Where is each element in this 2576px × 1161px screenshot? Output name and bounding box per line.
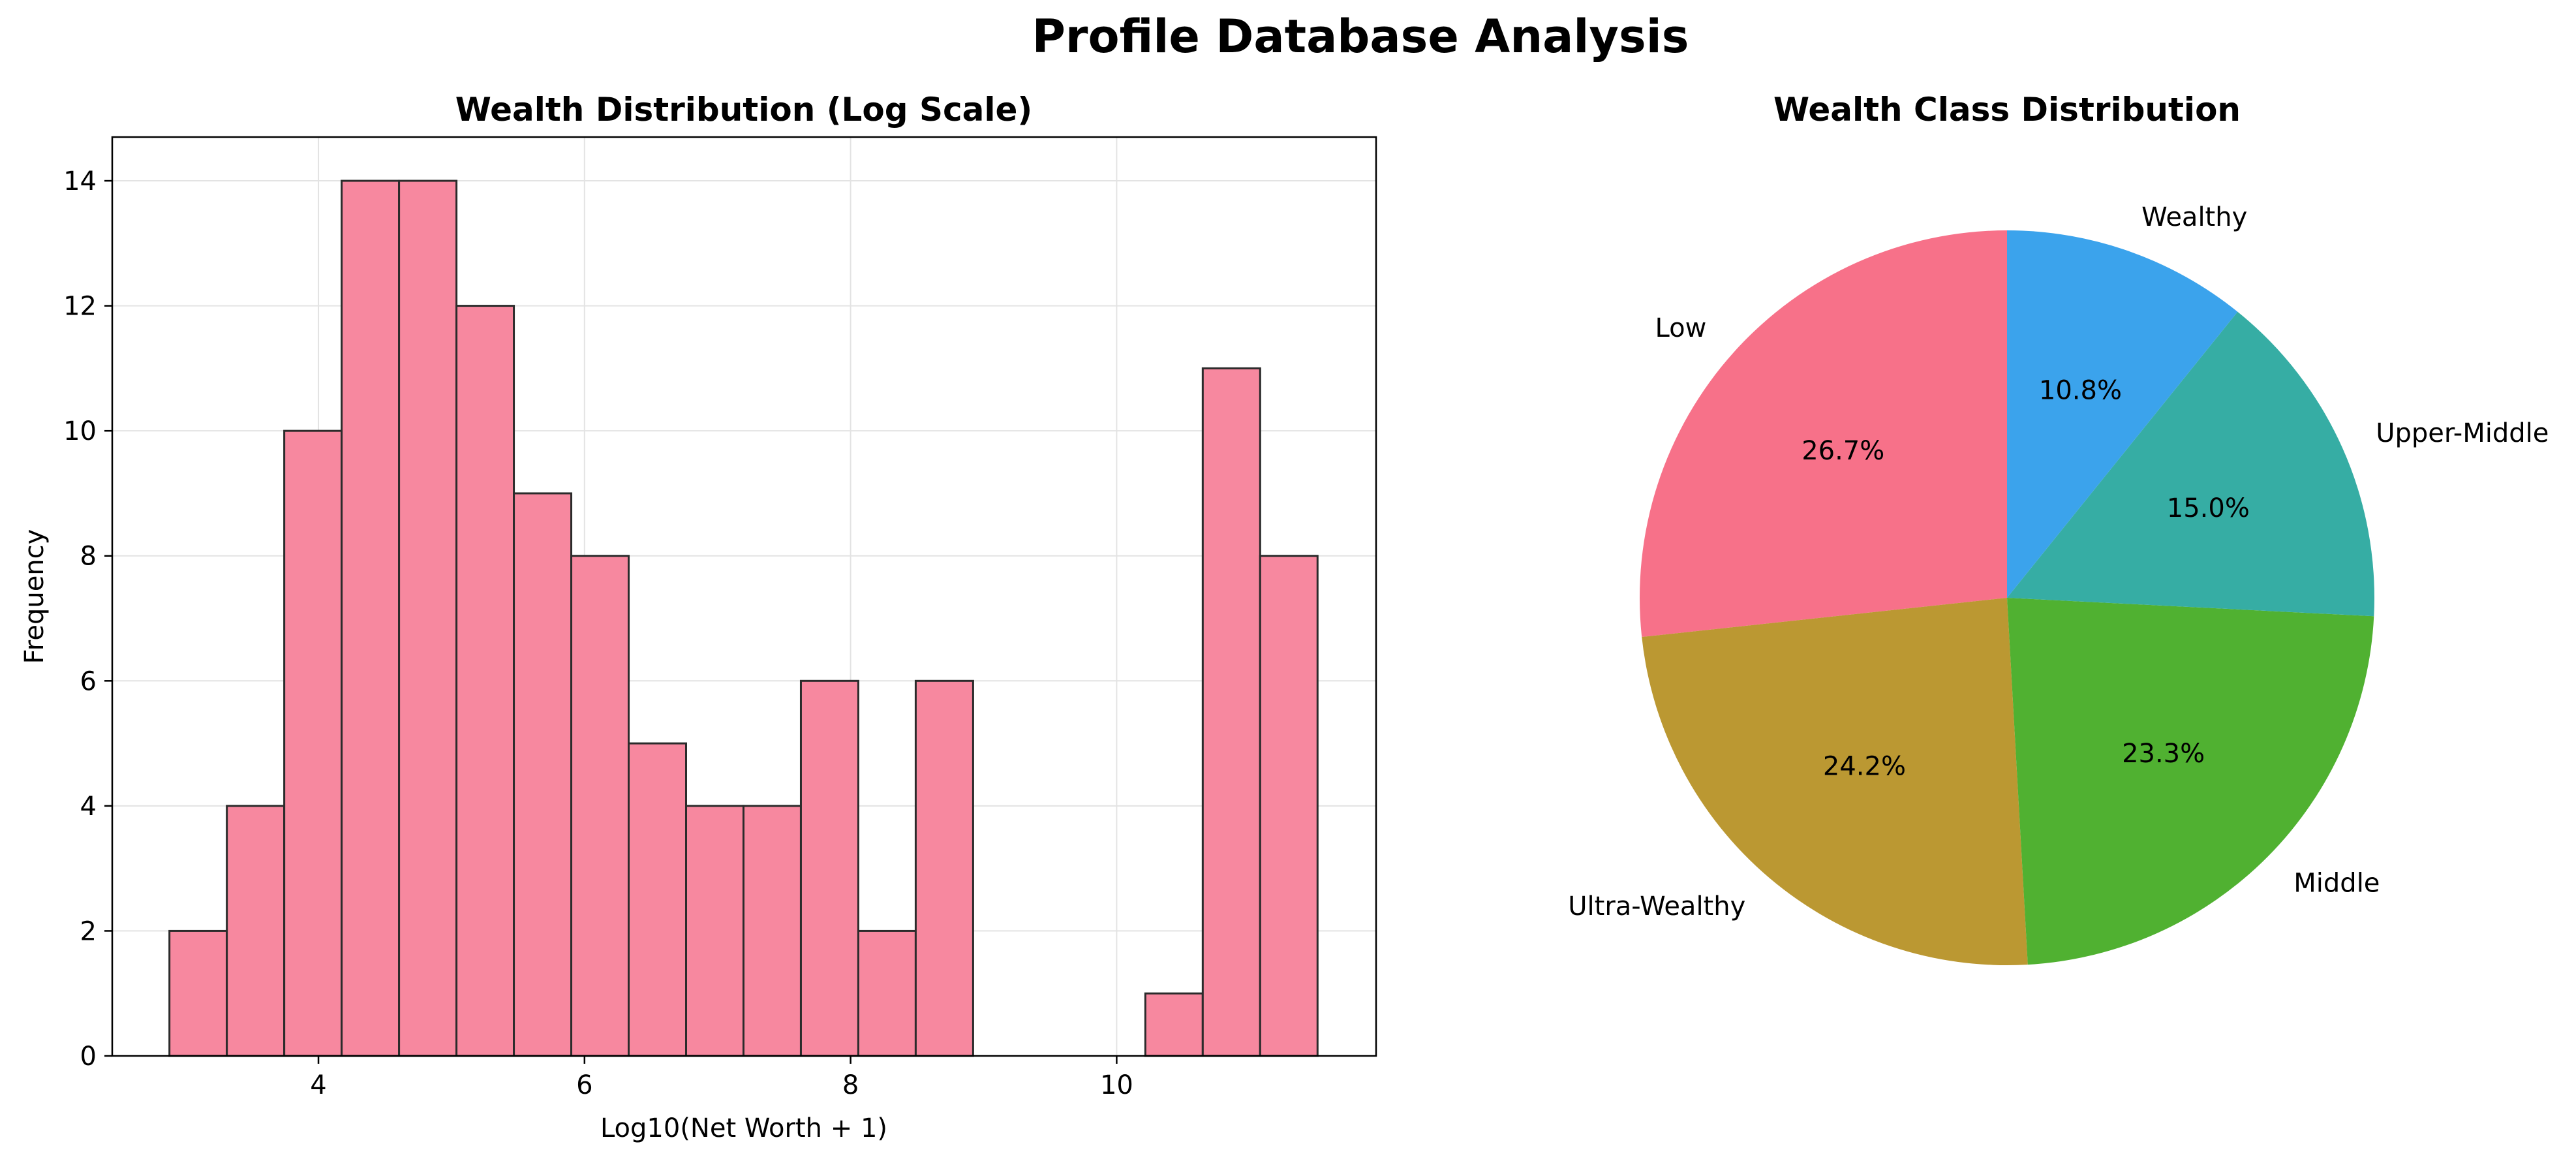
histogram-y-tick-label-5: 10: [63, 416, 97, 446]
histogram-bar-13: [914, 679, 974, 1057]
histogram-bar-2: [283, 429, 343, 1057]
pie-labels: 26.7% Low 24.2% Ultra-Wealthy 23.3% Middle 15.…: [1568, 202, 2549, 921]
histogram-x-label: Log10(Net Worth + 1): [600, 1113, 887, 1143]
pie-panel: Wealth Class Distribution 26.7% Low 24.2% U…: [1568, 91, 2549, 965]
pie-slice-low: [1640, 230, 2007, 638]
pie-slice-ultra-wealthy: [1642, 598, 2028, 965]
histogram-bar-12: [857, 929, 917, 1057]
figure-title: Profile Database Analysis: [1032, 10, 1689, 63]
histogram-bar-11: [799, 679, 859, 1057]
histogram-bar-3: [341, 179, 401, 1057]
histogram-bar-1: [226, 805, 286, 1057]
histogram-bars: [168, 179, 1319, 1057]
histogram-y-tick-label-6: 12: [63, 292, 97, 322]
histogram-bar-8: [628, 742, 687, 1057]
pie-slices: [1640, 230, 2374, 965]
histogram-frame: [111, 136, 1377, 1057]
pie-slice-upper-middle: [2007, 311, 2374, 617]
histogram-x-tick-label-0: 4: [310, 1070, 326, 1100]
histogram-bar-17: [1144, 992, 1204, 1057]
pie-category-label-2: Middle: [2293, 869, 2380, 899]
pie-pct-label-4: 10.8%: [2039, 375, 2122, 405]
pie-slice-wealthy: [2007, 230, 2238, 598]
histogram-x-tick-label-3: 10: [1100, 1070, 1133, 1100]
histogram-y-ticks: 0 2 4 6 8 10 12 14: [63, 166, 112, 1072]
histogram-y-label: Frequency: [20, 529, 50, 664]
histogram-bar-6: [513, 492, 573, 1057]
pie-pct-label-3: 15.0%: [2167, 493, 2250, 523]
histogram-bar-10: [742, 805, 802, 1057]
pie-slice-middle: [2007, 598, 2374, 965]
histogram-y-tick-label-0: 0: [80, 1042, 97, 1072]
pie-category-label-4: Wealthy: [2141, 202, 2247, 232]
histogram-bar-4: [398, 179, 458, 1057]
histogram-title: Wealth Distribution (Log Scale): [455, 91, 1033, 129]
histogram-bar-9: [685, 805, 744, 1057]
histogram-y-tick-label-7: 14: [63, 166, 97, 196]
histogram-y-tick-label-1: 2: [80, 916, 97, 946]
pie-pct-label-1: 24.2%: [1823, 752, 1906, 782]
histogram-y-tick-label-2: 4: [80, 792, 97, 822]
histogram-bar-18: [1201, 367, 1261, 1057]
pie-pct-label-2: 23.3%: [2122, 739, 2205, 769]
pie-category-label-1: Ultra-Wealthy: [1568, 891, 1745, 921]
pie-category-label-3: Upper-Middle: [2376, 418, 2549, 448]
histogram-bar-19: [1259, 555, 1319, 1057]
histogram-x-tick-label-2: 8: [842, 1070, 859, 1100]
histogram-y-tick-label-3: 6: [80, 666, 97, 696]
histogram-y-tick-label-4: 8: [80, 542, 97, 572]
histogram-bar-0: [168, 929, 228, 1057]
pie-category-label-0: Low: [1655, 313, 1707, 343]
pie-pct-label-0: 26.7%: [1802, 436, 1884, 466]
histogram-bar-7: [570, 555, 630, 1057]
histogram-bar-5: [455, 305, 515, 1057]
histogram-x-ticks: 4 6 8 10: [310, 1056, 1133, 1100]
histogram-x-tick-label-1: 6: [576, 1070, 592, 1100]
histogram-panel: 4 6 8 10 0 2 4 6 8 10 12 14 Wealth Distribution (L…: [20, 91, 1377, 1143]
pie-title: Wealth Class Distribution: [1773, 91, 2241, 129]
